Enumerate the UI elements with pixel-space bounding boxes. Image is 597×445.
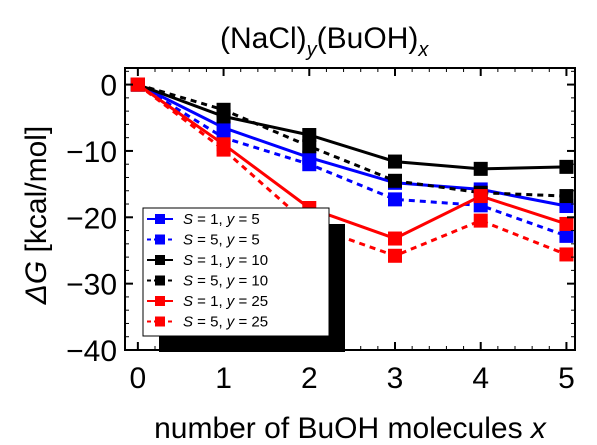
data-point [388, 173, 402, 188]
legend-marker [155, 214, 165, 224]
legend-marker [155, 316, 165, 327]
data-point [302, 157, 317, 172]
data-point [302, 139, 317, 154]
y-axis-label: ΔG [kcal/mol] [20, 126, 53, 306]
y-axis-unit: [kcal/mol] [20, 126, 53, 261]
svg-text:(NaCl)y(BuOH)x: (NaCl)y(BuOH)x [220, 22, 429, 61]
x-tick-label: 4 [472, 362, 489, 395]
legend-box [142, 207, 330, 337]
series-line [137, 83, 567, 241]
series-line [136, 83, 567, 258]
y-tick-label: −10 [66, 136, 117, 169]
legend-entry: S = 5, y = 10 [183, 273, 268, 290]
legend: S = 1, y = 5 S = 5, y = 5 S = 1, y = 10 S =… [142, 207, 345, 352]
plot-frame [124, 67, 576, 351]
data-point [559, 216, 574, 231]
y-axis-symbol: ΔG [20, 261, 53, 305]
data-point [559, 159, 574, 174]
y-tick-label: 0 [100, 70, 117, 103]
x-tick-label: 2 [301, 362, 318, 395]
legend-marker [155, 255, 165, 265]
legend-marker [155, 275, 165, 286]
data-point [559, 247, 574, 262]
x-tick-label: 1 [215, 362, 232, 395]
axes: 0 1 2 3 4 5 0 −10 −20 −30 −40 [66, 67, 576, 395]
data-point [216, 102, 231, 117]
y-tick-label: −40 [66, 335, 117, 368]
x-tick-label: 3 [387, 362, 404, 395]
data-point [559, 228, 574, 243]
title-subscript-1: y [305, 39, 318, 61]
legend-marker [155, 234, 165, 245]
x-axis-variable: x [529, 412, 547, 445]
data-point [216, 142, 231, 157]
y-tick-label: −30 [66, 269, 117, 302]
chart-title: (NaCl)y(BuOH)x [220, 22, 429, 61]
legend-entry: S = 5, y = 25 [183, 314, 268, 331]
x-tick-label: 5 [558, 362, 575, 395]
legend-entry: S = 1, y = 5 [183, 211, 260, 228]
data-point [302, 128, 317, 143]
legend-entry: S = 5, y = 5 [183, 232, 260, 249]
svg-text:number of BuOH molecules x: number of BuOH molecules x [154, 412, 547, 445]
legend-entry: S = 1, y = 10 [183, 252, 268, 269]
data-point [388, 248, 402, 263]
series-line [137, 83, 567, 198]
x-tick-label: 0 [130, 362, 147, 395]
data-point [388, 192, 402, 207]
data-point [473, 213, 488, 228]
title-part-2: (BuOH) [317, 22, 419, 55]
legend-entry: S = 1, y = 25 [183, 293, 268, 310]
data-point [130, 77, 145, 92]
x-axis-text: number of BuOH molecules [154, 412, 531, 445]
data-point [473, 189, 488, 204]
title-subscript-2: x [417, 39, 429, 61]
svg-text:ΔG [kcal/mol]: ΔG [kcal/mol] [20, 126, 53, 306]
title-part-1: (NaCl) [220, 22, 307, 55]
legend-marker [155, 296, 165, 306]
series-line [137, 83, 567, 171]
series-line [137, 83, 567, 238]
x-axis-label: number of BuOH molecules x [154, 412, 547, 445]
data-point [388, 231, 402, 246]
y-tick-label: −20 [66, 202, 117, 235]
data-point [473, 161, 488, 176]
data-point [559, 189, 574, 204]
data-point [388, 154, 402, 169]
